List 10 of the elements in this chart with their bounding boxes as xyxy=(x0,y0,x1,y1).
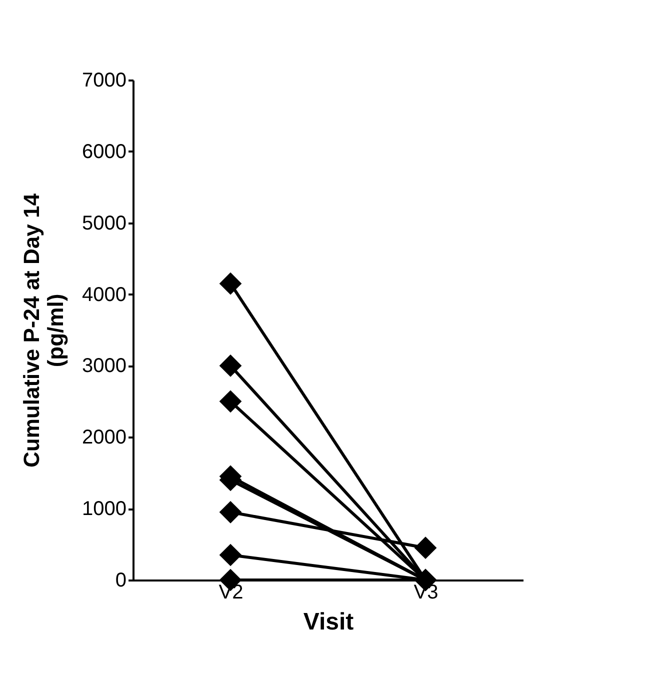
y-axis-title: Cumulative P-24 at Day 14 (pg/ml) xyxy=(19,192,68,468)
y-tick-label: 5000 xyxy=(82,212,126,234)
y-tick-label: 0 xyxy=(115,570,126,592)
y-tick-label: 4000 xyxy=(82,284,126,306)
y-tick-label: 2000 xyxy=(82,426,126,449)
y-tick-label: 6000 xyxy=(82,140,126,163)
y-tick-label: 3000 xyxy=(82,355,126,378)
y-tick-label: 7000 xyxy=(82,70,126,92)
y-tick-label: 1000 xyxy=(82,498,126,520)
x-axis-title: Visit xyxy=(303,608,354,636)
